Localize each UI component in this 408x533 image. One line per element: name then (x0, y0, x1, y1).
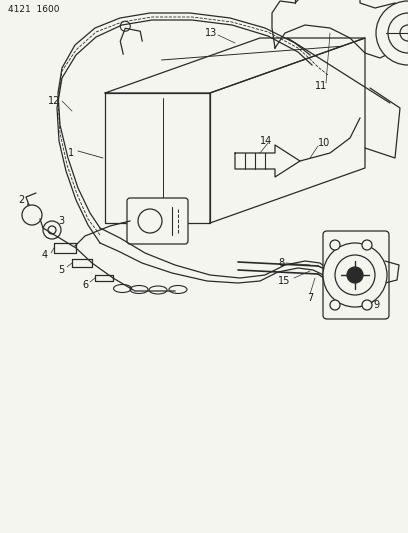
Text: 8: 8 (278, 258, 284, 268)
Circle shape (335, 255, 375, 295)
FancyBboxPatch shape (323, 231, 389, 319)
Text: 1: 1 (68, 148, 74, 158)
Circle shape (400, 25, 408, 41)
Text: 15: 15 (278, 276, 290, 286)
Text: 2: 2 (18, 195, 24, 205)
Circle shape (138, 209, 162, 233)
Text: 12: 12 (48, 96, 60, 106)
Text: 4121  1600: 4121 1600 (8, 5, 60, 14)
Text: 10: 10 (318, 138, 330, 148)
Circle shape (347, 267, 363, 283)
Circle shape (362, 240, 372, 250)
Circle shape (323, 243, 387, 307)
Text: 3: 3 (58, 216, 64, 226)
Text: 5: 5 (58, 265, 64, 275)
Circle shape (388, 13, 408, 53)
Text: 14: 14 (260, 136, 272, 146)
Text: 4: 4 (42, 250, 48, 260)
Text: 11: 11 (315, 81, 327, 91)
FancyBboxPatch shape (127, 198, 188, 244)
Text: 9: 9 (373, 300, 379, 310)
Circle shape (362, 300, 372, 310)
Circle shape (330, 300, 340, 310)
Text: 7: 7 (307, 293, 313, 303)
Circle shape (376, 1, 408, 65)
Text: 13: 13 (205, 28, 217, 38)
Text: 6: 6 (82, 280, 88, 290)
Circle shape (330, 240, 340, 250)
